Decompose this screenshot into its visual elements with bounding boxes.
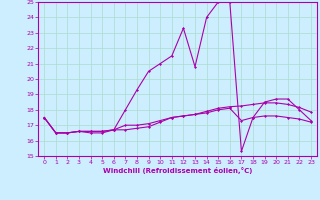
X-axis label: Windchill (Refroidissement éolien,°C): Windchill (Refroidissement éolien,°C) — [103, 167, 252, 174]
